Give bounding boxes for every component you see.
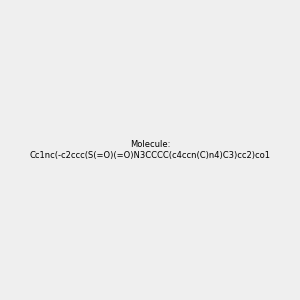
Text: Molecule:
Cc1nc(-c2ccc(S(=O)(=O)N3CCCC(c4ccn(C)n4)C3)cc2)co1: Molecule: Cc1nc(-c2ccc(S(=O)(=O)N3CCCC(c… xyxy=(29,140,271,160)
